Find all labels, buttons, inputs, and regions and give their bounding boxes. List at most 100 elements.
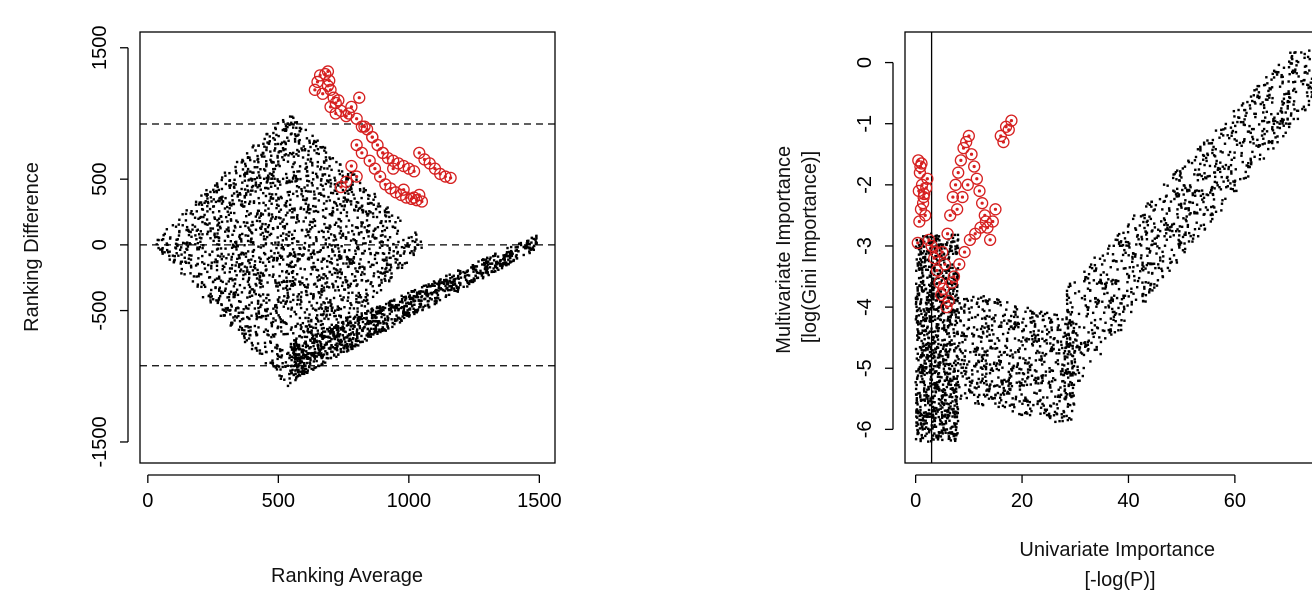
data-point bbox=[1008, 373, 1012, 376]
data-point bbox=[954, 316, 958, 319]
data-point bbox=[293, 310, 296, 314]
data-point bbox=[976, 395, 980, 399]
data-point bbox=[253, 267, 257, 270]
data-point bbox=[288, 372, 291, 376]
data-point bbox=[309, 227, 312, 231]
data-point bbox=[942, 294, 945, 298]
data-point bbox=[932, 438, 935, 441]
data-point bbox=[337, 326, 340, 330]
data-point bbox=[299, 127, 303, 131]
data-point bbox=[922, 380, 926, 383]
data-point bbox=[264, 238, 267, 241]
data-point bbox=[351, 173, 354, 176]
data-point bbox=[367, 230, 371, 233]
data-point bbox=[402, 252, 406, 255]
data-point bbox=[249, 158, 252, 162]
data-point bbox=[247, 307, 250, 310]
data-point bbox=[237, 300, 241, 303]
data-point bbox=[257, 196, 260, 200]
data-point bbox=[371, 295, 375, 299]
data-point bbox=[291, 165, 294, 169]
data-point bbox=[292, 342, 296, 346]
data-point bbox=[934, 416, 937, 420]
data-point bbox=[326, 259, 329, 263]
data-point bbox=[267, 207, 270, 210]
data-point bbox=[320, 334, 323, 337]
data-point bbox=[330, 257, 333, 260]
data-point bbox=[291, 241, 294, 245]
data-point bbox=[931, 405, 935, 409]
data-point bbox=[339, 314, 342, 318]
data-point bbox=[943, 428, 946, 431]
data-point bbox=[984, 379, 988, 383]
data-point bbox=[303, 186, 306, 189]
highlighted-point bbox=[376, 146, 389, 160]
x-axis-ticks-left: 0 500 1000 1500 bbox=[142, 474, 562, 512]
data-point bbox=[413, 295, 416, 298]
data-point bbox=[920, 331, 924, 335]
data-point bbox=[926, 307, 929, 310]
data-point bbox=[374, 324, 377, 327]
data-point bbox=[928, 359, 931, 363]
data-point bbox=[915, 401, 919, 404]
data-point bbox=[279, 234, 283, 237]
data-point bbox=[985, 362, 988, 365]
data-point bbox=[374, 207, 378, 211]
data-point bbox=[481, 258, 484, 262]
data-point bbox=[261, 231, 264, 235]
data-point bbox=[284, 129, 288, 133]
data-point bbox=[295, 240, 299, 243]
data-point bbox=[919, 355, 922, 359]
data-point bbox=[253, 263, 257, 267]
data-point bbox=[366, 302, 370, 305]
data-point bbox=[938, 249, 942, 252]
data-point bbox=[246, 156, 250, 159]
data-point bbox=[384, 270, 387, 274]
data-point bbox=[318, 250, 321, 253]
data-point bbox=[232, 316, 235, 319]
data-point bbox=[314, 366, 318, 369]
data-point bbox=[221, 264, 225, 268]
data-point bbox=[364, 242, 367, 245]
data-point bbox=[972, 335, 975, 338]
data-point bbox=[414, 231, 417, 234]
data-point bbox=[411, 297, 415, 300]
data-point bbox=[241, 277, 245, 281]
data-point bbox=[1006, 353, 1009, 357]
data-point bbox=[925, 412, 928, 415]
data-point bbox=[310, 329, 313, 332]
data-point bbox=[248, 200, 252, 203]
data-point bbox=[275, 259, 279, 262]
highlighted-point-center bbox=[344, 114, 348, 118]
data-point bbox=[917, 243, 921, 247]
data-point bbox=[240, 204, 244, 207]
data-point bbox=[285, 276, 288, 279]
data-point bbox=[187, 233, 191, 237]
data-point bbox=[1064, 391, 1068, 395]
data-point bbox=[243, 162, 247, 166]
data-point bbox=[245, 209, 249, 213]
data-point bbox=[200, 236, 203, 240]
data-point bbox=[313, 265, 317, 269]
data-point bbox=[274, 319, 277, 322]
data-point bbox=[234, 183, 237, 186]
data-point bbox=[949, 393, 952, 396]
data-point bbox=[183, 251, 187, 254]
data-point bbox=[947, 432, 950, 435]
data-point bbox=[953, 388, 957, 391]
data-point bbox=[226, 235, 230, 238]
data-point bbox=[352, 255, 356, 259]
data-point bbox=[924, 319, 928, 322]
data-point bbox=[998, 401, 1001, 404]
data-point bbox=[929, 284, 932, 288]
data-point bbox=[940, 254, 943, 257]
data-point bbox=[419, 240, 423, 243]
data-point bbox=[349, 185, 353, 189]
data-point bbox=[998, 363, 1001, 366]
data-point bbox=[163, 251, 166, 254]
data-point bbox=[340, 257, 343, 260]
data-point bbox=[926, 356, 930, 359]
data-point bbox=[228, 207, 231, 210]
data-point bbox=[928, 429, 931, 433]
